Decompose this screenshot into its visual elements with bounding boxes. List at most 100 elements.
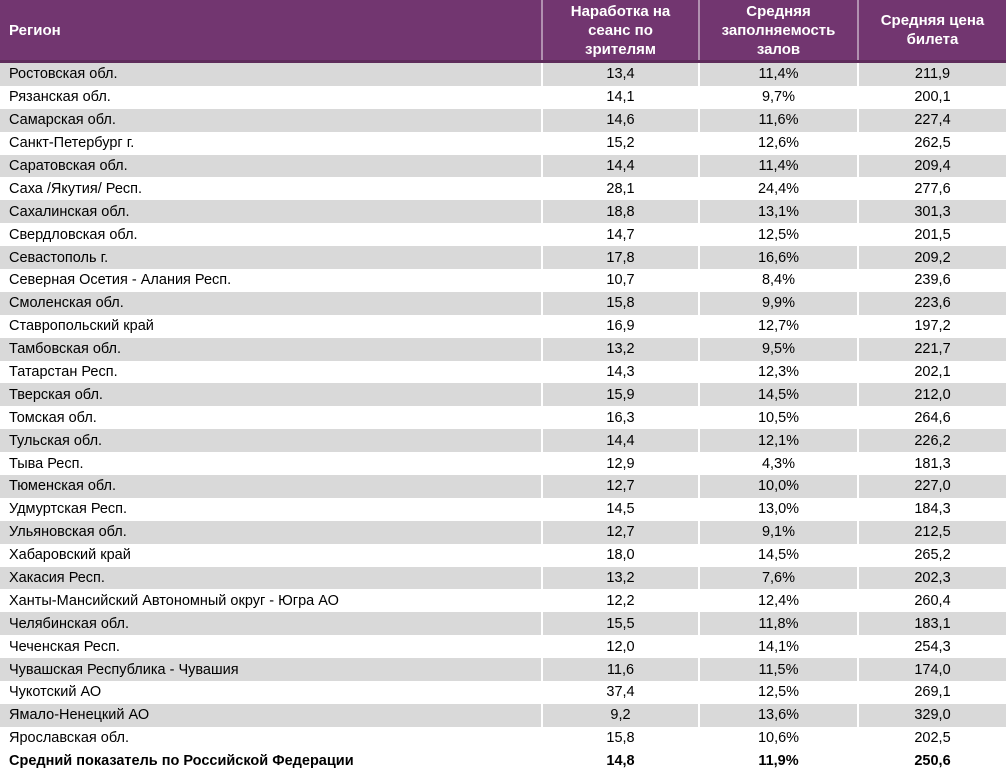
region-cell: Тюменская обл. — [0, 475, 541, 498]
region-cell: Санкт-Петербург г. — [0, 131, 541, 155]
table-row: Санкт-Петербург г. 15,2 12,6% 262,5 — [0, 131, 1006, 155]
ticket-price-cell: 265,2 — [857, 543, 1006, 567]
table-row: Челябинская обл. 15,5 11,8% 183,1 — [0, 612, 1006, 636]
column-header-sessions-per-viewer: Наработка на сеанс по зрителям — [541, 0, 698, 60]
table-row: Хабаровский край 18,0 14,5% 265,2 — [0, 543, 1006, 567]
table-row: Ульяновская обл. 12,7 9,1% 212,5 — [0, 520, 1006, 544]
sessions-per-viewer-cell: 12,0 — [541, 635, 698, 659]
occupancy-cell: 9,1% — [698, 520, 857, 544]
ticket-price-cell: 211,9 — [857, 63, 1006, 86]
region-cell: Челябинская обл. — [0, 612, 541, 636]
sessions-per-viewer-cell: 37,4 — [541, 681, 698, 704]
ticket-price-cell: 301,3 — [857, 200, 1006, 224]
table-row: Татарстан Респ. 14,3 12,3% 202,1 — [0, 360, 1006, 384]
ticket-price-cell: 277,6 — [857, 177, 1006, 201]
region-cell: Тамбовская обл. — [0, 337, 541, 361]
column-header-ticket-price: Средняя цена билета — [857, 0, 1006, 60]
sessions-per-viewer-cell: 13,4 — [541, 63, 698, 86]
ticket-price-cell: 223,6 — [857, 291, 1006, 315]
occupancy-cell: 11,6% — [698, 108, 857, 132]
table-row: Удмуртская Респ. 14,5 13,0% 184,3 — [0, 497, 1006, 521]
region-cell: Тульская обл. — [0, 429, 541, 453]
ticket-price-cell: 181,3 — [857, 452, 1006, 476]
table-row: Ростовская обл. 13,4 11,4% 211,9 — [0, 63, 1006, 86]
occupancy-cell: 12,1% — [698, 429, 857, 453]
region-cell: Самарская обл. — [0, 108, 541, 132]
region-cell: Рязанская обл. — [0, 85, 541, 109]
ticket-price-cell: 254,3 — [857, 635, 1006, 659]
region-cell: Тыва Респ. — [0, 452, 541, 476]
sessions-per-viewer-cell: 12,2 — [541, 589, 698, 613]
sessions-per-viewer-cell: 14,4 — [541, 429, 698, 453]
sessions-per-viewer-cell: 14,1 — [541, 85, 698, 109]
ticket-price-cell: 202,5 — [857, 726, 1006, 750]
sessions-per-viewer-cell: 13,2 — [541, 337, 698, 361]
table-row: Хакасия Респ. 13,2 7,6% 202,3 — [0, 566, 1006, 590]
occupancy-cell: 12,5% — [698, 223, 857, 247]
sessions-per-viewer-cell: 28,1 — [541, 177, 698, 201]
table-row: Рязанская обл. 14,1 9,7% 200,1 — [0, 85, 1006, 109]
ticket-price-cell: 212,5 — [857, 520, 1006, 544]
sessions-per-viewer-cell: 14,4 — [541, 154, 698, 178]
sessions-per-viewer-cell: 14,7 — [541, 223, 698, 247]
sessions-per-viewer-cell: 13,2 — [541, 566, 698, 590]
ticket-price-cell: 209,2 — [857, 246, 1006, 270]
ticket-price-cell: 200,1 — [857, 85, 1006, 109]
occupancy-cell: 13,6% — [698, 703, 857, 727]
sessions-per-viewer-cell: 14,5 — [541, 497, 698, 521]
table-row: Севастополь г. 17,8 16,6% 209,2 — [0, 246, 1006, 270]
ticket-price-cell: 174,0 — [857, 658, 1006, 682]
table-row: Тульская обл. 14,4 12,1% 226,2 — [0, 429, 1006, 453]
occupancy-cell: 13,0% — [698, 497, 857, 521]
region-cell: Ставропольский край — [0, 314, 541, 338]
region-cell: Саха /Якутия/ Респ. — [0, 177, 541, 201]
column-header-region: Регион — [9, 21, 61, 39]
sessions-per-viewer-cell: 14,8 — [541, 749, 698, 773]
table-row: Саратовская обл. 14,4 11,4% 209,4 — [0, 154, 1006, 178]
ticket-price-cell: 250,6 — [857, 749, 1006, 773]
table-row: Тюменская обл. 12,7 10,0% 227,0 — [0, 475, 1006, 498]
region-cell: Саратовская обл. — [0, 154, 541, 178]
occupancy-cell: 7,6% — [698, 566, 857, 590]
occupancy-cell: 11,9% — [698, 749, 857, 773]
occupancy-cell: 12,6% — [698, 131, 857, 155]
table-row: Тверская обл. 15,9 14,5% 212,0 — [0, 383, 1006, 407]
occupancy-cell: 12,7% — [698, 314, 857, 338]
sessions-per-viewer-cell: 14,3 — [541, 360, 698, 384]
ticket-price-cell: 183,1 — [857, 612, 1006, 636]
sessions-per-viewer-cell: 12,7 — [541, 520, 698, 544]
table-row: Тамбовская обл. 13,2 9,5% 221,7 — [0, 337, 1006, 361]
occupancy-cell: 11,8% — [698, 612, 857, 636]
sessions-per-viewer-cell: 10,7 — [541, 269, 698, 292]
ticket-price-cell: 262,5 — [857, 131, 1006, 155]
table-row: Смоленская обл. 15,8 9,9% 223,6 — [0, 291, 1006, 315]
ticket-price-cell: 201,5 — [857, 223, 1006, 247]
ticket-price-cell: 202,1 — [857, 360, 1006, 384]
ticket-price-cell: 227,0 — [857, 475, 1006, 498]
sessions-per-viewer-cell: 9,2 — [541, 703, 698, 727]
ticket-price-cell: 202,3 — [857, 566, 1006, 590]
ticket-price-cell: 264,6 — [857, 406, 1006, 430]
occupancy-cell: 12,3% — [698, 360, 857, 384]
ticket-price-cell: 329,0 — [857, 703, 1006, 727]
sessions-per-viewer-cell: 16,3 — [541, 406, 698, 430]
occupancy-cell: 9,7% — [698, 85, 857, 109]
region-cell: Хакасия Респ. — [0, 566, 541, 590]
sessions-per-viewer-cell: 17,8 — [541, 246, 698, 270]
region-cell: Ярославская обл. — [0, 726, 541, 750]
region-cell: Северная Осетия - Алания Респ. — [0, 269, 541, 292]
table-row: Ярославская обл. 15,8 10,6% 202,5 — [0, 726, 1006, 750]
table-row: Свердловская обл. 14,7 12,5% 201,5 — [0, 223, 1006, 247]
table-row: Ханты-Мансийский Автономный округ - Югра… — [0, 589, 1006, 613]
table-row: Ставропольский край 16,9 12,7% 197,2 — [0, 314, 1006, 338]
table-body: Ростовская обл. 13,4 11,4% 211,9 Рязанская о… — [0, 63, 1006, 773]
ticket-price-cell: 212,0 — [857, 383, 1006, 407]
table-row: Чувашская Республика - Чувашия 11,6 11,5% 1… — [0, 658, 1006, 682]
occupancy-cell: 11,4% — [698, 63, 857, 86]
occupancy-cell: 9,9% — [698, 291, 857, 315]
ticket-price-cell: 260,4 — [857, 589, 1006, 613]
table-row: Чукотский АО 37,4 12,5% 269,1 — [0, 681, 1006, 704]
region-cell: Хабаровский край — [0, 543, 541, 567]
region-cell: Ульяновская обл. — [0, 520, 541, 544]
table-header-row: Регион Наработка на сеанс по зрителям Ср… — [0, 0, 1006, 63]
